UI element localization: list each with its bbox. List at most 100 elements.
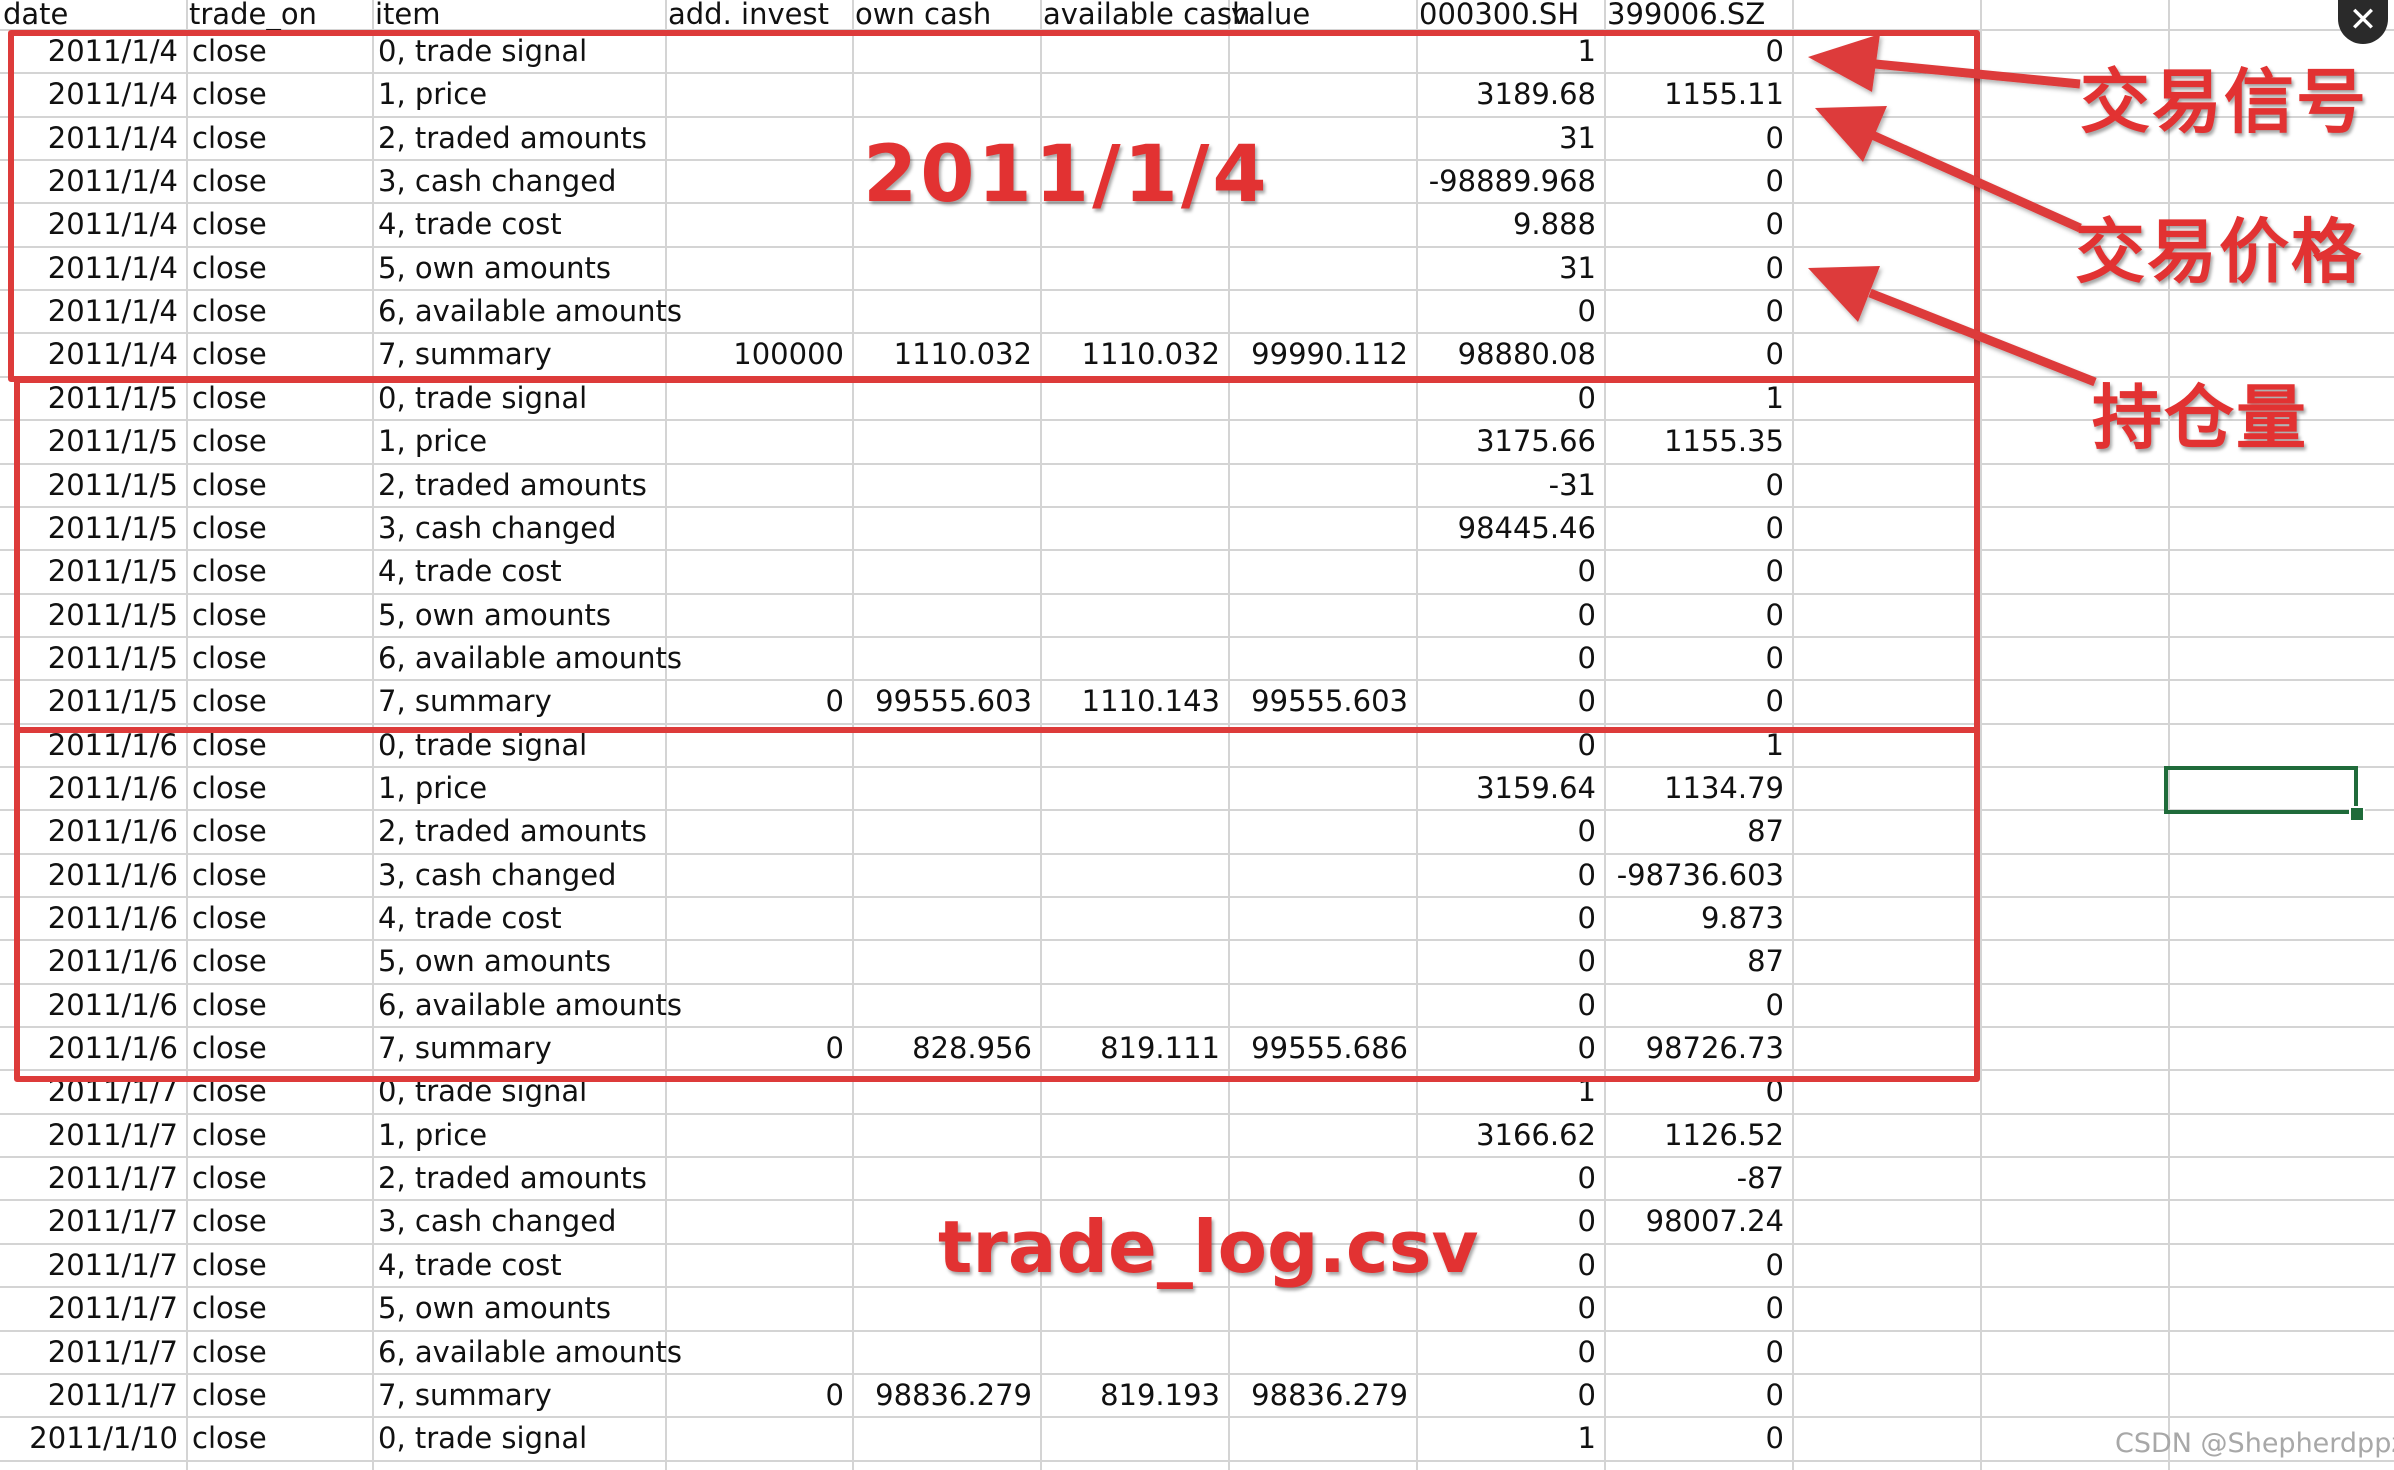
cell-trade-on[interactable]: close bbox=[192, 641, 267, 675]
cell-sz399006[interactable]: 0 bbox=[1765, 1291, 1784, 1325]
cell-trade-on[interactable]: close bbox=[192, 901, 267, 935]
cell-trade-on[interactable]: close bbox=[192, 598, 267, 632]
cell-date[interactable]: 2011/1/4 bbox=[47, 337, 178, 371]
cell-sh000300[interactable]: 0 bbox=[1577, 988, 1596, 1022]
cell-sh000300[interactable]: 3189.68 bbox=[1476, 77, 1596, 111]
cell-available-cash[interactable]: 819.111 bbox=[1100, 1031, 1220, 1065]
cell-own-cash[interactable]: 98836.279 bbox=[875, 1378, 1032, 1412]
cell-item[interactable]: 1, price bbox=[378, 424, 488, 458]
cell-date[interactable]: 2011/1/4 bbox=[47, 164, 178, 198]
cell-trade-on[interactable]: close bbox=[192, 34, 267, 68]
cell-sz399006[interactable]: 0 bbox=[1765, 598, 1784, 632]
cell-date[interactable]: 2011/1/5 bbox=[47, 381, 178, 415]
cell-item[interactable]: 4, trade cost bbox=[378, 1248, 562, 1282]
fill-handle[interactable] bbox=[2349, 806, 2365, 822]
cell-sz399006[interactable]: 0 bbox=[1765, 1378, 1784, 1412]
cell-sh000300[interactable]: 0 bbox=[1577, 1031, 1596, 1065]
cell-item[interactable]: 7, summary bbox=[378, 337, 552, 371]
cell-sh000300[interactable]: 0 bbox=[1577, 1161, 1596, 1195]
cell-sz399006[interactable]: 9.873 bbox=[1700, 901, 1784, 935]
cell-value[interactable]: 99990.112 bbox=[1251, 337, 1408, 371]
cell-sh000300[interactable]: 0 bbox=[1577, 858, 1596, 892]
cell-date[interactable]: 2011/1/5 bbox=[47, 424, 178, 458]
cell-sh000300[interactable]: 98880.08 bbox=[1457, 337, 1596, 371]
cell-date[interactable]: 2011/1/7 bbox=[47, 1118, 178, 1152]
cell-own-cash[interactable]: 1110.032 bbox=[893, 337, 1032, 371]
cell-item[interactable]: 1, price bbox=[378, 77, 488, 111]
cell-sz399006[interactable]: 0 bbox=[1765, 1248, 1784, 1282]
cell-sz399006[interactable]: 0 bbox=[1765, 641, 1784, 675]
cell-date[interactable]: 2011/1/7 bbox=[47, 1291, 178, 1325]
cell-date[interactable]: 2011/1/4 bbox=[47, 77, 178, 111]
column-header-value[interactable]: value bbox=[1231, 0, 1311, 31]
cell-sz399006[interactable]: -98736.603 bbox=[1616, 858, 1784, 892]
cell-trade-on[interactable]: close bbox=[192, 77, 267, 111]
cell-sh000300[interactable]: 0 bbox=[1577, 1378, 1596, 1412]
cell-sz399006[interactable]: 0 bbox=[1765, 121, 1784, 155]
cell-item[interactable]: 5, own amounts bbox=[378, 1291, 611, 1325]
cell-sh000300[interactable]: 1 bbox=[1577, 1074, 1596, 1108]
cell-date[interactable]: 2011/1/5 bbox=[47, 511, 178, 545]
cell-trade-on[interactable]: close bbox=[192, 207, 267, 241]
cell-trade-on[interactable]: close bbox=[192, 1335, 267, 1369]
cell-date[interactable]: 2011/1/7 bbox=[47, 1161, 178, 1195]
cell-sz399006[interactable]: 0 bbox=[1765, 1335, 1784, 1369]
cell-sh000300[interactable]: 0 bbox=[1577, 1291, 1596, 1325]
cell-value[interactable]: 99555.603 bbox=[1251, 684, 1408, 718]
cell-sh000300[interactable]: -31 bbox=[1548, 468, 1596, 502]
cell-sh000300[interactable]: 9.888 bbox=[1512, 207, 1596, 241]
cell-item[interactable]: 6, available amounts bbox=[378, 988, 683, 1022]
cell-sh000300[interactable]: 0 bbox=[1577, 944, 1596, 978]
cell-available-cash[interactable]: 1110.032 bbox=[1081, 337, 1220, 371]
column-header-item[interactable]: item bbox=[375, 0, 441, 31]
cell-add-invest[interactable]: 0 bbox=[825, 1031, 844, 1065]
selected-cell[interactable] bbox=[2164, 766, 2358, 814]
cell-date[interactable]: 2011/1/5 bbox=[47, 598, 178, 632]
cell-item[interactable]: 3, cash changed bbox=[378, 1204, 617, 1238]
cell-own-cash[interactable]: 99555.603 bbox=[875, 684, 1032, 718]
cell-item[interactable]: 1, price bbox=[378, 771, 488, 805]
cell-date[interactable]: 2011/1/6 bbox=[47, 944, 178, 978]
cell-sh000300[interactable]: 0 bbox=[1577, 814, 1596, 848]
cell-sz399006[interactable]: 0 bbox=[1765, 294, 1784, 328]
cell-date[interactable]: 2011/1/4 bbox=[47, 34, 178, 68]
cell-trade-on[interactable]: close bbox=[192, 771, 267, 805]
cell-sh000300[interactable]: 0 bbox=[1577, 381, 1596, 415]
cell-item[interactable]: 3, cash changed bbox=[378, 858, 617, 892]
cell-date[interactable]: 2011/1/6 bbox=[47, 728, 178, 762]
cell-add-invest[interactable]: 0 bbox=[825, 684, 844, 718]
cell-date[interactable]: 2011/1/4 bbox=[47, 294, 178, 328]
cell-date[interactable]: 2011/1/5 bbox=[47, 468, 178, 502]
cell-item[interactable]: 1, price bbox=[378, 1118, 488, 1152]
cell-sz399006[interactable]: 1 bbox=[1765, 381, 1784, 415]
column-header-sz399006[interactable]: 399006.SZ bbox=[1607, 0, 1766, 31]
cell-trade-on[interactable]: close bbox=[192, 424, 267, 458]
column-header-own-cash[interactable]: own cash bbox=[855, 0, 992, 31]
cell-item[interactable]: 2, traded amounts bbox=[378, 468, 647, 502]
cell-date[interactable]: 2011/1/6 bbox=[47, 1031, 178, 1065]
cell-sz399006[interactable]: 0 bbox=[1765, 988, 1784, 1022]
cell-sh000300[interactable]: 31 bbox=[1559, 251, 1596, 285]
cell-available-cash[interactable]: 1110.143 bbox=[1081, 684, 1220, 718]
cell-item[interactable]: 7, summary bbox=[378, 1031, 552, 1065]
cell-item[interactable]: 2, traded amounts bbox=[378, 121, 647, 155]
cell-date[interactable]: 2011/1/7 bbox=[47, 1204, 178, 1238]
cell-sh000300[interactable]: 3175.66 bbox=[1476, 424, 1596, 458]
cell-sz399006[interactable]: 98007.24 bbox=[1645, 1204, 1784, 1238]
cell-trade-on[interactable]: close bbox=[192, 1118, 267, 1152]
cell-sz399006[interactable]: 87 bbox=[1747, 814, 1784, 848]
cell-trade-on[interactable]: close bbox=[192, 164, 267, 198]
cell-sh000300[interactable]: 3166.62 bbox=[1476, 1118, 1596, 1152]
column-header-trade-on[interactable]: trade_on bbox=[189, 0, 317, 31]
cell-date[interactable]: 2011/1/7 bbox=[47, 1378, 178, 1412]
cell-trade-on[interactable]: close bbox=[192, 468, 267, 502]
cell-available-cash[interactable]: 819.193 bbox=[1100, 1378, 1220, 1412]
cell-item[interactable]: 3, cash changed bbox=[378, 164, 617, 198]
cell-item[interactable]: 2, traded amounts bbox=[378, 814, 647, 848]
cell-sh000300[interactable]: 0 bbox=[1577, 554, 1596, 588]
cell-item[interactable]: 0, trade signal bbox=[378, 728, 588, 762]
cell-sz399006[interactable]: 0 bbox=[1765, 1421, 1784, 1455]
cell-sz399006[interactable]: 0 bbox=[1765, 34, 1784, 68]
cell-sh000300[interactable]: 0 bbox=[1577, 684, 1596, 718]
cell-item[interactable]: 7, summary bbox=[378, 684, 552, 718]
